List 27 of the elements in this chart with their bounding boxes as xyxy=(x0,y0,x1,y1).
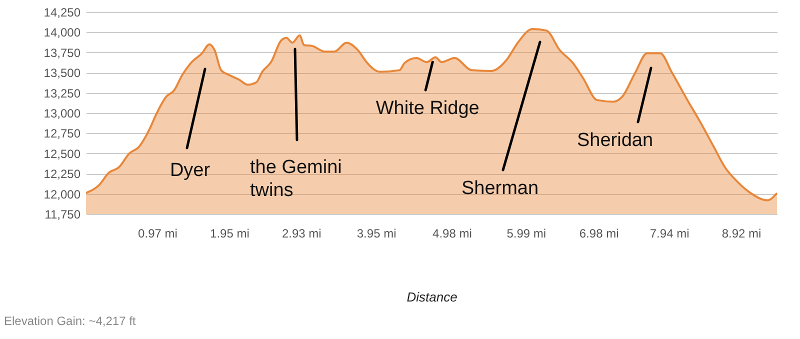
x-axis-title: Distance xyxy=(406,290,458,304)
y-tick-label: 12,250 xyxy=(44,167,81,182)
annotation: Sheridan xyxy=(576,130,654,151)
text: Elevation Gain: ~4,217 ft xyxy=(4,314,136,328)
y-tick-label: 12,000 xyxy=(44,187,81,202)
annotation: White Ridge xyxy=(376,98,480,120)
y-tick-label: 11,750 xyxy=(44,208,81,222)
y-tick-label: 12,500 xyxy=(44,146,81,161)
annotation: the Gemini twins xyxy=(250,157,342,201)
x-tick-label: 7.94 mi xyxy=(650,226,690,240)
x-tick-label: 0.97 mi xyxy=(138,226,178,240)
x-tick-label: 2.93 mi xyxy=(282,226,322,240)
y-tick-label: 14,000 xyxy=(44,26,81,40)
y-tick-label: 13,500 xyxy=(44,66,81,80)
annotation: Sherman xyxy=(461,178,539,199)
x-tick-label: 3.95 mi xyxy=(356,226,396,240)
y-tick-label: 14,250 xyxy=(44,6,81,20)
x-tick-label: 1.95 mi xyxy=(210,226,250,240)
x-tick-label: 5.99 mi xyxy=(506,226,546,240)
annotation: Dyer xyxy=(170,160,211,181)
y-tick-label: 13,250 xyxy=(44,86,81,100)
y-tick-label: 13,750 xyxy=(44,46,81,60)
x-tick-label: 8.92 mi xyxy=(722,226,762,240)
x-tick-label: 6.98 mi xyxy=(579,226,619,240)
y-tick-label: 12,750 xyxy=(44,126,81,141)
y-tick-label: 13,000 xyxy=(44,106,81,120)
x-tick-label: 4.98 mi xyxy=(432,226,472,240)
